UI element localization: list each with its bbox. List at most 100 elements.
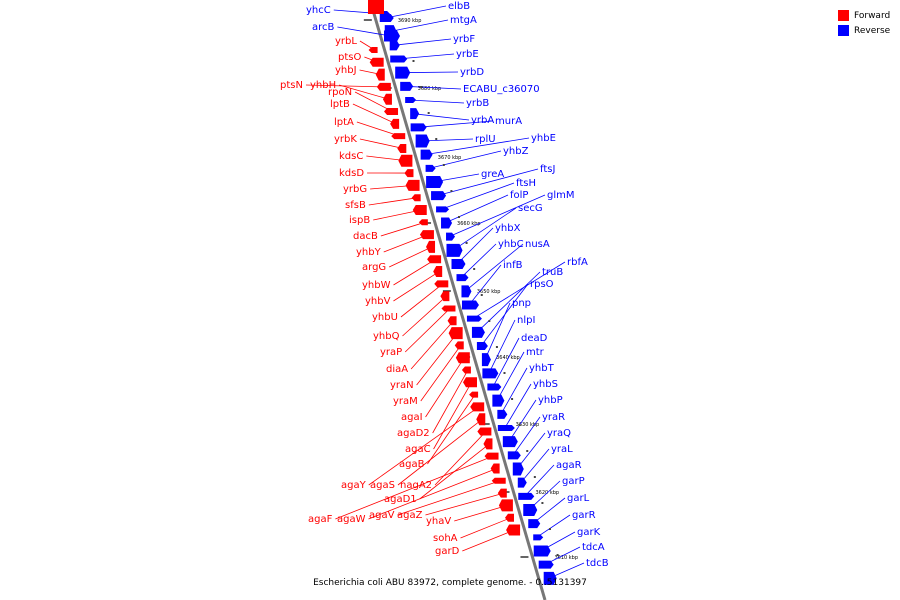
leader-line (516, 432, 546, 470)
gene-label-reverse: infB (503, 260, 523, 271)
legend-forward-label: Forward (854, 10, 891, 21)
gene-label-reverse: yhbE (531, 133, 556, 144)
leader-line (462, 529, 515, 552)
leader-line (425, 137, 530, 156)
gene-label-reverse: garP (562, 476, 585, 487)
gene-feature-forward (461, 366, 471, 374)
feature-marker (503, 372, 506, 374)
gene-label-forward: nagA2 (400, 480, 432, 491)
leader-line (464, 243, 524, 292)
gene-feature-reverse (405, 97, 417, 103)
gene-label-forward: sohA (433, 533, 458, 544)
leader-line (404, 308, 451, 353)
leader-line (468, 264, 502, 306)
gene-label-reverse: yhcC (306, 5, 331, 16)
leader-line (532, 497, 566, 524)
tick-label: 3670 kbp (438, 155, 462, 161)
leader-line (413, 113, 470, 121)
gene-label-forward: ptsN (280, 80, 303, 91)
legend-forward: Forward (838, 8, 890, 23)
leader-line (305, 84, 386, 88)
gene-label-reverse: nlpI (517, 315, 535, 326)
legend-reverse-label: Reverse (854, 25, 891, 36)
gene-feature-reverse (482, 368, 499, 379)
gene-label-reverse: glmM (547, 190, 575, 201)
gene-feature-reverse (400, 81, 414, 91)
leader-line (524, 464, 555, 497)
leader-line (492, 337, 520, 388)
leader-line (383, 234, 429, 253)
leader-line (405, 85, 462, 90)
gene-feature-forward (398, 154, 413, 167)
feature-marker (465, 242, 468, 244)
gene-label-reverse: yhbP (538, 395, 563, 406)
gene-feature-forward (368, 47, 378, 53)
gene-feature-reverse (517, 477, 527, 488)
feature-marker (549, 528, 551, 530)
leader-line (359, 138, 404, 149)
gene-feature-reverse (431, 191, 447, 201)
gene-feature-reverse (461, 285, 472, 298)
gene-feature-reverse (390, 55, 408, 63)
leader-line (393, 271, 440, 302)
gene-label-forward: agaY (341, 480, 367, 491)
gene-label-reverse: rbfA (567, 257, 588, 268)
gene-label-forward: yhbH (310, 80, 336, 91)
gene-feature-reverse (533, 534, 544, 541)
gene-feature-forward (382, 93, 392, 105)
gene-label-reverse: agaR (556, 460, 582, 471)
gene-feature-forward (418, 219, 428, 226)
leader-line (434, 431, 487, 486)
gene-feature-forward (483, 438, 493, 450)
gene-feature-reverse (456, 274, 469, 282)
gene-label-forward: garD (435, 546, 460, 557)
gene-label-reverse: yrbB (466, 98, 489, 109)
gene-feature-reverse (476, 342, 488, 350)
gene-label-reverse: arcB (312, 22, 335, 33)
reverse-swatch (838, 25, 849, 36)
leader-line (373, 209, 422, 221)
gene-feature-forward (376, 82, 391, 91)
leader-line (504, 383, 532, 429)
gene-feature-forward (368, 0, 384, 14)
gene-feature-reverse (492, 394, 505, 407)
gene-feature-forward (375, 68, 385, 81)
leader-line (410, 320, 454, 370)
gene-label-reverse: yrbD (460, 67, 484, 78)
gene-feature-forward (491, 477, 506, 484)
gene-label-reverse: ECABU_c36070 (463, 84, 540, 95)
gene-feature-reverse (466, 315, 482, 322)
feature-marker (473, 268, 476, 270)
feature-marker (435, 138, 438, 140)
leader-line (393, 38, 452, 46)
gene-feature-forward (397, 143, 407, 153)
gene-feature-reverse (538, 560, 554, 569)
gene-feature-reverse (410, 108, 420, 120)
gene-feature-reverse (420, 149, 433, 160)
leader-line (512, 416, 541, 456)
gene-label-forward: agaV (369, 510, 395, 521)
gene-feature-reverse (512, 462, 524, 476)
legend: Forward Reverse (838, 8, 890, 38)
gene-feature-forward (427, 255, 442, 264)
leader-line (368, 468, 497, 520)
gene-feature-reverse (543, 571, 557, 585)
leader-line (402, 295, 447, 337)
gene-label-forward: agaS (370, 480, 395, 491)
gene-feature-reverse (446, 243, 463, 257)
gene-label-reverse: garR (572, 510, 596, 521)
gene-feature-forward (497, 488, 507, 498)
feature-marker (488, 320, 491, 322)
gene-label-forward: yhbY (356, 247, 382, 258)
gene-feature-forward (441, 305, 456, 312)
leader-line (389, 19, 449, 33)
leader-line (337, 26, 391, 37)
feature-marker (450, 190, 453, 192)
leader-line (440, 182, 515, 210)
gene-feature-reverse (523, 504, 538, 516)
gene-feature-forward (470, 402, 485, 412)
leader-line (385, 5, 447, 19)
gene-feature-forward (433, 266, 443, 278)
gene-feature-forward (476, 413, 486, 426)
leader-line (416, 332, 458, 386)
